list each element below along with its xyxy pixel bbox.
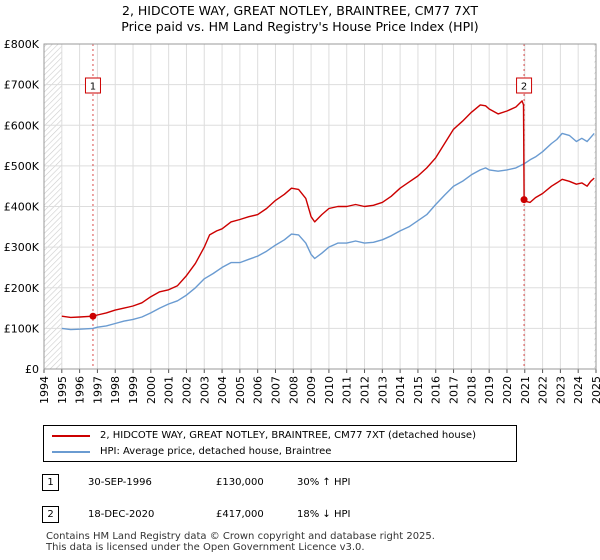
sale-date: 18-DEC-2020 xyxy=(88,509,155,520)
sale-hpi-diff: 30% ↑ HPI xyxy=(297,477,351,488)
chart-title-line-2: Price paid vs. HM Land Registry's House … xyxy=(121,19,479,34)
x-tick-label: 1995 xyxy=(56,376,69,404)
x-tick-label: 2024 xyxy=(572,376,585,404)
x-tick-label: 2004 xyxy=(216,376,229,404)
y-tick-label: £200K xyxy=(4,282,40,295)
x-tick-label: 2019 xyxy=(483,376,496,404)
x-tick-label: 2005 xyxy=(234,376,247,404)
series-line-property xyxy=(61,100,595,319)
x-tick-label: 1997 xyxy=(91,376,104,404)
x-tick-label: 2013 xyxy=(376,376,389,404)
legend-swatch-property xyxy=(52,435,90,437)
y-tick-label: £300K xyxy=(4,241,40,254)
sale-point xyxy=(520,196,528,204)
chart-title: 2, HIDCOTE WAY, GREAT NOTLEY, BRAINTREE,… xyxy=(0,3,600,35)
footer-line-2: This data is licensed under the Open Gov… xyxy=(46,542,365,553)
series-line-hpi xyxy=(61,132,595,331)
x-tick-label: 2015 xyxy=(412,376,425,404)
series-layer xyxy=(61,100,595,331)
x-tick-label: 2023 xyxy=(554,376,567,404)
x-tick-label: 2010 xyxy=(323,376,336,404)
plot-frame xyxy=(43,43,597,370)
x-tick-label: 2016 xyxy=(430,376,443,404)
chart-title-line-1: 2, HIDCOTE WAY, GREAT NOTLEY, BRAINTREE,… xyxy=(122,3,478,18)
sale-row-1: 1 30-SEP-1996 £130,000 30% ↑ HPI xyxy=(40,473,560,493)
x-tick-label: 2001 xyxy=(163,376,176,404)
x-tick-label: 2018 xyxy=(465,376,478,404)
y-tick-label: £500K xyxy=(4,160,40,173)
y-tick-label: £400K xyxy=(4,201,40,214)
y-tick-label: £800K xyxy=(4,38,40,51)
x-tick-label: 2007 xyxy=(269,376,282,404)
x-tick-label: 2006 xyxy=(252,376,265,404)
x-tick-label: 2000 xyxy=(145,376,158,404)
sale-row-2: 2 18-DEC-2020 £417,000 18% ↓ HPI xyxy=(40,505,560,525)
x-tick-label: 2012 xyxy=(359,376,372,404)
x-tick-label: 2002 xyxy=(180,376,193,404)
footer: Contains HM Land Registry data © Crown c… xyxy=(46,531,435,553)
x-tick-label: 1999 xyxy=(127,376,140,404)
x-tick-label: 2009 xyxy=(305,376,318,404)
x-tick-label: 2020 xyxy=(501,376,514,404)
x-tick-label: 2021 xyxy=(519,376,532,404)
axis-layer: 1994 1995 1996 1997 1998 1999 2000 2001 2002 2003… xyxy=(4,38,600,404)
x-tick-label: 1996 xyxy=(74,376,87,404)
sale-point xyxy=(89,312,97,320)
sale-label-text: 1 xyxy=(90,82,96,93)
y-tick-label: £700K xyxy=(4,79,40,92)
x-tick-label: 2003 xyxy=(198,376,211,404)
x-tick-label: 2022 xyxy=(537,376,550,404)
sale-hpi-diff: 18% ↓ HPI xyxy=(297,509,351,520)
legend-label-property: 2, HIDCOTE WAY, GREAT NOTLEY, BRAINTREE,… xyxy=(100,430,476,441)
x-tick-label: 2011 xyxy=(341,376,354,404)
x-tick-label: 2025 xyxy=(590,376,600,404)
legend: 2, HIDCOTE WAY, GREAT NOTLEY, BRAINTREE,… xyxy=(43,425,517,462)
sale-date: 30-SEP-1996 xyxy=(88,477,152,488)
grid-layer xyxy=(43,43,597,370)
y-tick-label: £100K xyxy=(4,322,40,335)
x-tick-label: 2014 xyxy=(394,376,407,404)
sale-number-badge: 1 xyxy=(42,474,59,491)
x-tick-label: 1994 xyxy=(38,376,51,404)
legend-swatch-hpi xyxy=(52,451,90,453)
footer-line-1: Contains HM Land Registry data © Crown c… xyxy=(46,531,435,542)
x-tick-label: 1998 xyxy=(109,376,122,404)
x-tick-label: 2017 xyxy=(448,376,461,404)
sale-number-badge: 2 xyxy=(42,506,59,523)
y-tick-label: £600K xyxy=(4,119,40,132)
sale-price: £417,000 xyxy=(216,509,264,520)
sale-label-box xyxy=(84,77,101,94)
sale-label-text: 2 xyxy=(521,82,527,93)
y-tick-label: £0 xyxy=(25,363,39,376)
legend-label-hpi: HPI: Average price, detached house, Brai… xyxy=(100,446,332,457)
x-tick-label: 2008 xyxy=(287,376,300,404)
sale-label-box xyxy=(516,77,533,94)
sale-price: £130,000 xyxy=(216,477,264,488)
